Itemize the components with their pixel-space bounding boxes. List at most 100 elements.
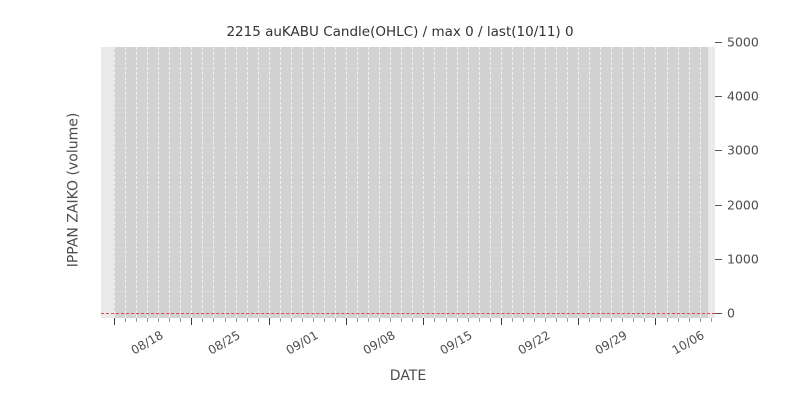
y-axis-tick-label: 0 bbox=[727, 305, 735, 321]
gridline-vertical bbox=[467, 47, 469, 318]
y-axis-tick bbox=[715, 96, 722, 98]
gridline-vertical bbox=[589, 47, 591, 318]
gridline-vertical bbox=[368, 47, 370, 318]
x-axis-tick-minor bbox=[390, 318, 392, 322]
x-axis-tick-label: 09/08 bbox=[360, 328, 398, 358]
gridline-vertical bbox=[169, 47, 171, 318]
plot-area[interactable] bbox=[101, 47, 715, 318]
gridline-vertical bbox=[301, 47, 303, 318]
gridline-vertical bbox=[578, 47, 580, 318]
x-axis-tick-minor bbox=[147, 318, 149, 322]
y-axis-tick bbox=[715, 258, 722, 260]
x-axis-tick-minor bbox=[169, 318, 171, 322]
x-axis-tick-minor bbox=[246, 318, 248, 322]
gridline-vertical bbox=[246, 47, 248, 318]
gridline-vertical bbox=[699, 47, 701, 318]
x-axis-tick-label: 09/01 bbox=[283, 328, 321, 358]
gridline-vertical bbox=[235, 47, 237, 318]
gridline-vertical bbox=[125, 47, 127, 318]
gridline-vertical bbox=[688, 47, 690, 318]
gridline-vertical bbox=[434, 47, 436, 318]
x-axis-tick-minor bbox=[489, 318, 491, 322]
y-axis-tick-label: 5000 bbox=[727, 34, 759, 50]
x-axis-tick-minor bbox=[600, 318, 602, 322]
gridline-vertical bbox=[401, 47, 403, 318]
gridline-vertical bbox=[500, 47, 502, 318]
x-axis-tick-minor bbox=[633, 318, 635, 322]
x-axis-tick-minor bbox=[567, 318, 569, 322]
gridline-vertical bbox=[191, 47, 193, 318]
x-axis-title: DATE bbox=[389, 368, 427, 384]
gridline-vertical bbox=[644, 47, 646, 318]
x-axis-tick-minor bbox=[335, 318, 336, 322]
x-axis-tick-minor bbox=[323, 318, 325, 322]
gridline-vertical bbox=[622, 47, 624, 318]
x-axis-tick-minor bbox=[290, 318, 292, 322]
x-axis-tick-labels: 08/18 08/25 09/01 09/08 09/15 09/22 09/29 10/06 bbox=[101, 328, 715, 368]
y-axis-tick-label: 3000 bbox=[727, 142, 759, 158]
x-axis-tick-minor bbox=[467, 318, 469, 322]
vertical-gridlines bbox=[101, 47, 715, 318]
x-axis-tick-minor bbox=[478, 318, 480, 322]
gridline-vertical bbox=[710, 47, 712, 318]
x-axis-tick-minor bbox=[379, 318, 381, 322]
x-axis-tick-label: 09/22 bbox=[515, 328, 553, 358]
x-axis-tick-minor bbox=[224, 318, 226, 322]
x-axis-tick-minor bbox=[301, 318, 303, 322]
x-axis-tick-minor bbox=[357, 318, 359, 322]
y-axis-tick-label: 1000 bbox=[727, 251, 759, 267]
x-axis-tick-minor bbox=[125, 318, 127, 322]
x-axis-tick-major bbox=[268, 318, 270, 325]
x-axis-tick-major bbox=[423, 318, 425, 325]
x-axis-tick-minor bbox=[533, 318, 535, 322]
gridline-vertical bbox=[180, 47, 182, 318]
gridline-vertical bbox=[136, 47, 138, 318]
x-axis-tick-minor bbox=[180, 318, 182, 322]
y-axis-tick bbox=[715, 42, 722, 43]
x-axis-tick-minor bbox=[688, 318, 690, 322]
x-axis-tick-major bbox=[114, 318, 115, 325]
x-axis-tick-major bbox=[500, 318, 502, 325]
gridline-vertical bbox=[213, 47, 215, 318]
x-axis-tick-minor bbox=[710, 318, 712, 322]
gridline-vertical bbox=[357, 47, 359, 318]
x-axis-tick-minor bbox=[136, 318, 138, 322]
chart-title: 2215 auKABU Candle(OHLC) / max 0 / last(… bbox=[226, 24, 574, 40]
gridline-vertical bbox=[533, 47, 535, 318]
x-axis-tick-minor bbox=[368, 318, 370, 322]
x-axis-tick-minor bbox=[456, 318, 458, 322]
gridline-vertical bbox=[633, 47, 635, 318]
x-axis-tick-label: 10/06 bbox=[670, 328, 708, 358]
x-axis-tick-minor bbox=[257, 318, 259, 322]
gridline-vertical bbox=[412, 47, 414, 318]
x-axis-tick-minor bbox=[279, 318, 281, 322]
y-axis-tick bbox=[715, 313, 722, 314]
gridline-vertical bbox=[445, 47, 447, 318]
gridline-vertical bbox=[489, 47, 491, 318]
x-axis-tick-minor bbox=[434, 318, 436, 322]
gridline-vertical bbox=[312, 47, 314, 318]
x-axis-tick-minor bbox=[412, 318, 414, 322]
y-axis-tick bbox=[715, 150, 722, 152]
x-axis-tick-minor bbox=[235, 318, 237, 322]
gridline-vertical bbox=[335, 47, 336, 318]
x-axis-tick-label: 09/15 bbox=[438, 328, 475, 358]
plot-data-region bbox=[114, 47, 708, 318]
y-axis-tick-label: 4000 bbox=[727, 88, 759, 104]
gridline-vertical bbox=[522, 47, 524, 318]
gridline-vertical bbox=[323, 47, 325, 318]
gridline-vertical bbox=[290, 47, 292, 318]
x-axis-tick-major bbox=[578, 318, 580, 325]
gridline-vertical bbox=[655, 47, 657, 318]
gridline-vertical bbox=[202, 47, 204, 318]
x-axis-tick-minor bbox=[522, 318, 524, 322]
x-axis-tick-minor bbox=[202, 318, 204, 322]
gridline-vertical bbox=[158, 47, 160, 318]
gridline-vertical bbox=[390, 47, 392, 318]
y-axis-right: 0 1000 2000 3000 4000 5000 bbox=[715, 35, 800, 321]
gridline-vertical bbox=[114, 47, 115, 318]
x-axis-tick-minor bbox=[312, 318, 314, 322]
x-axis-tick-minor bbox=[445, 318, 447, 322]
x-axis-tick-minor bbox=[666, 318, 668, 322]
